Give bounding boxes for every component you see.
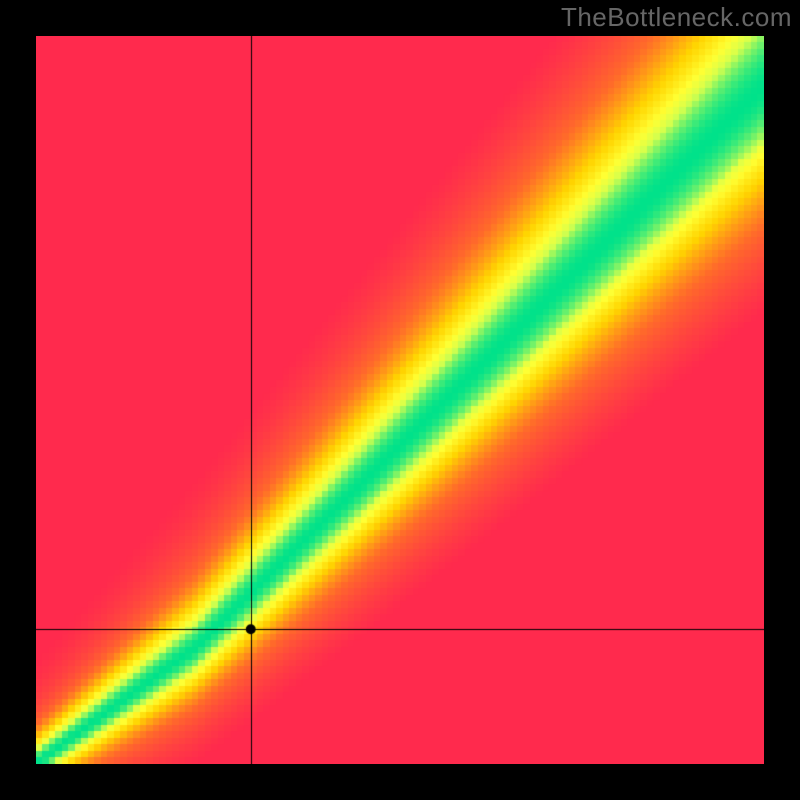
bottleneck-heatmap — [36, 36, 764, 764]
watermark-text: TheBottleneck.com — [561, 0, 800, 33]
root: TheBottleneck.com — [0, 0, 800, 800]
